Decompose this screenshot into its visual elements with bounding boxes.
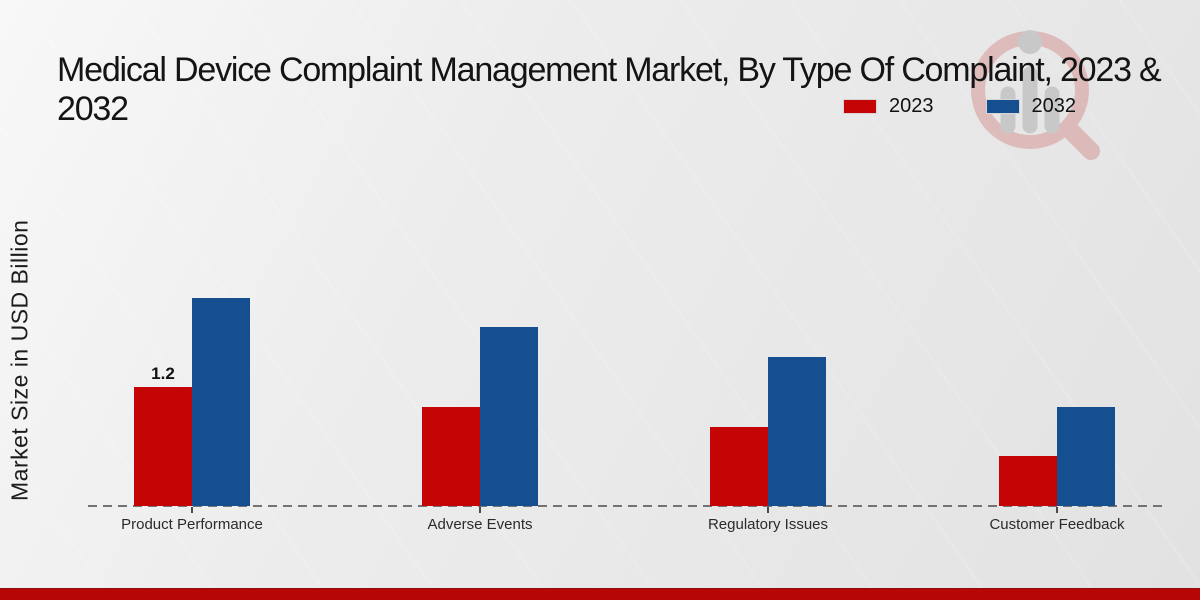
- legend-label-2032: 2032: [1031, 95, 1077, 117]
- chart-title: Medical Device Complaint Management Mark…: [57, 51, 1197, 129]
- x-axis-baseline: [88, 505, 1165, 507]
- legend-swatch-2023: [843, 99, 877, 114]
- bottom-accent-band: [0, 588, 1200, 600]
- chart-title-line1: Medical Device Complaint Management Mark…: [57, 50, 1162, 89]
- x-axis-tick: [479, 507, 481, 513]
- bar-pair: [999, 407, 1115, 506]
- bar-pair: [710, 357, 826, 506]
- x-axis-tick: [1056, 507, 1058, 513]
- chart-title-line2: 2032: [57, 89, 129, 128]
- bar-group-customer-feedback: Customer Feedback: [989, 0, 1125, 600]
- legend: 2023 2032: [843, 95, 1114, 118]
- bar-2023-regulatory-issues: [710, 427, 768, 506]
- bar-2023-adverse-events: [422, 407, 480, 506]
- bar-group-adverse-events: Adverse Events: [422, 0, 538, 600]
- x-axis-tick: [767, 507, 769, 513]
- bar-2023-customer-feedback: [999, 456, 1057, 506]
- bar-pair: 1.2: [134, 298, 250, 506]
- category-label-customer-feedback: Customer Feedback: [989, 516, 1125, 533]
- bar-group-regulatory-issues: Regulatory Issues: [708, 0, 828, 600]
- bar-value-label: 1.2: [151, 364, 175, 383]
- bar-pair: [422, 327, 538, 506]
- bar-2032-customer-feedback: [1057, 407, 1115, 506]
- category-label-product-performance: Product Performance: [121, 516, 263, 533]
- bar-2032-regulatory-issues: [768, 357, 826, 506]
- bar-group-product-performance: 1.2 Product Performance: [121, 0, 263, 600]
- legend-label-2023: 2023: [889, 95, 934, 117]
- bar-2023-product-performance: 1.2: [134, 364, 192, 506]
- x-axis-tick: [191, 507, 193, 513]
- legend-swatch-2032: [985, 99, 1020, 114]
- legend-item-2023: 2023: [843, 95, 934, 118]
- category-label-adverse-events: Adverse Events: [427, 516, 533, 533]
- legend-item-2032: 2032: [985, 95, 1077, 118]
- bar-2032-product-performance: [192, 298, 250, 506]
- bar-2032-adverse-events: [480, 327, 538, 506]
- category-label-regulatory-issues: Regulatory Issues: [707, 516, 829, 533]
